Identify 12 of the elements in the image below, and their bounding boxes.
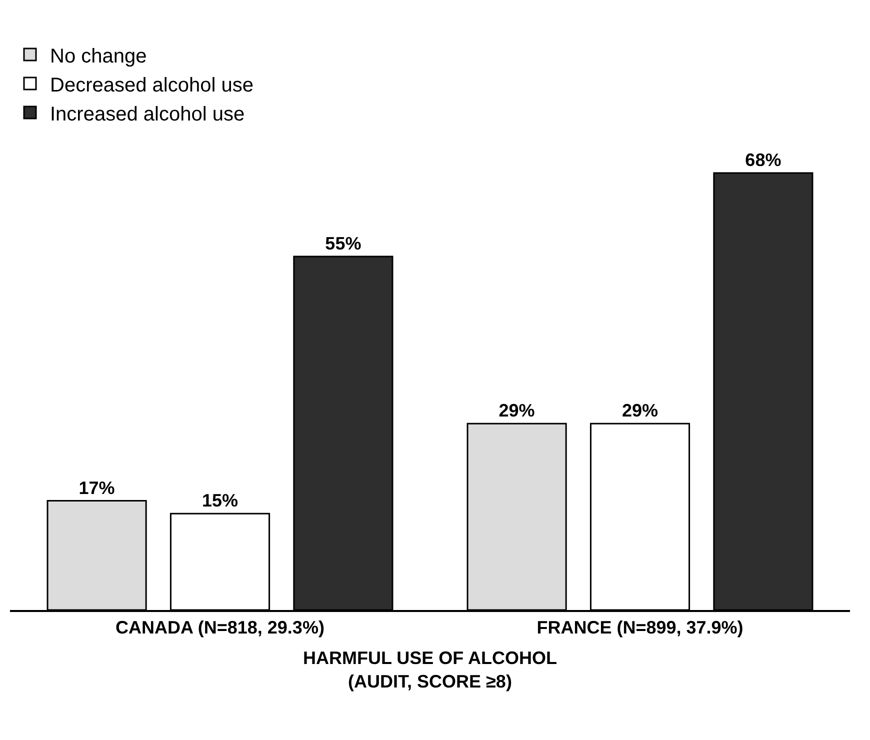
- legend-label: Increased alcohol use: [50, 103, 245, 126]
- data-label: 55%: [325, 234, 362, 254]
- x-tick-label: CANADA (N=818, 29.3%): [116, 618, 324, 638]
- data-label: 68%: [745, 150, 782, 170]
- legend-label: Decreased alcohol use: [50, 74, 254, 96]
- data-label: 29%: [622, 400, 658, 421]
- data-label: 17%: [78, 478, 115, 498]
- data-label: 29%: [498, 400, 535, 421]
- data-label: 15%: [202, 490, 238, 511]
- legend-label: No change: [50, 45, 147, 68]
- x-axis-title: HARMFUL USE OF ALCOHOL (AUDIT, SCORE ≥8): [303, 648, 557, 692]
- x-tick-label: FRANCE (N=899, 37.9%): [536, 618, 744, 638]
